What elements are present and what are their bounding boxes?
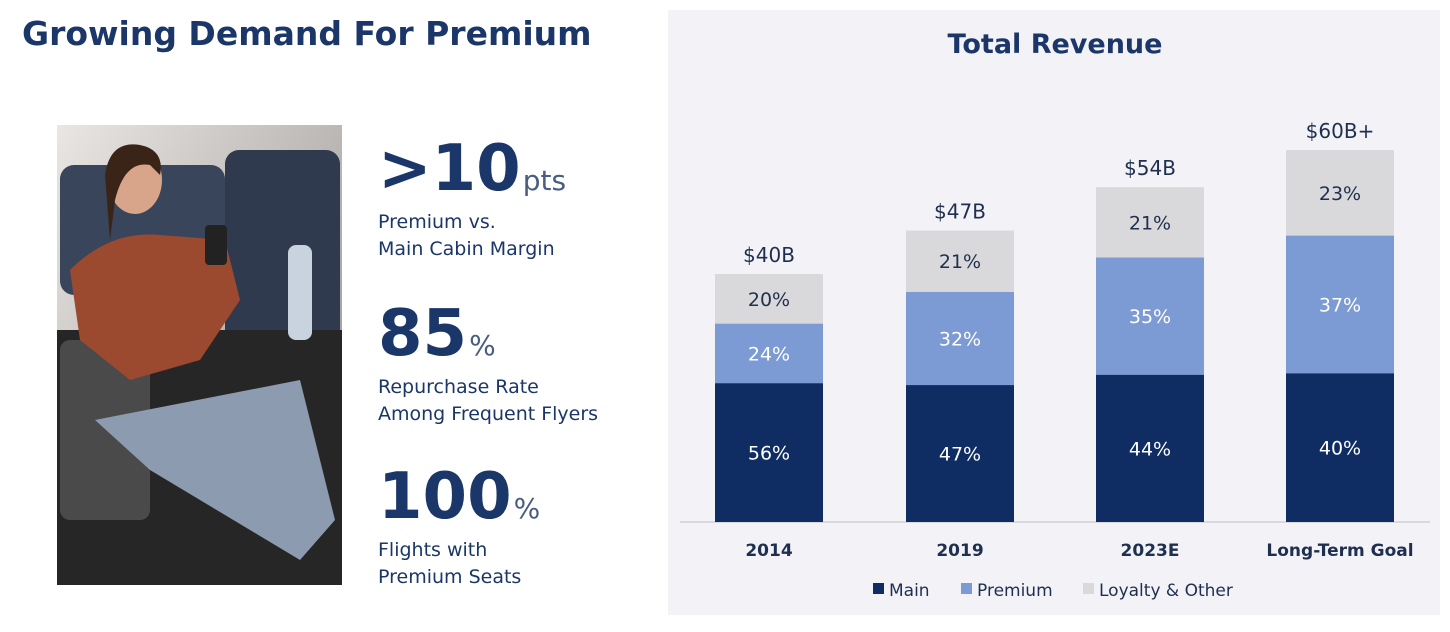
stat-unit: %: [469, 329, 496, 362]
segment-label: 44%: [1129, 438, 1171, 460]
bar-segment: [715, 323, 823, 384]
stat-figure: >10pts: [378, 132, 566, 206]
segment-label: 21%: [1129, 212, 1171, 234]
legend-swatch: [1083, 583, 1094, 594]
stat-unit: %: [514, 492, 541, 525]
stat-unit: pts: [523, 164, 566, 197]
segment-label: 23%: [1319, 183, 1361, 205]
legend-label: Loyalty & Other: [1099, 581, 1233, 601]
stats: >10pts Premium vs. Main Cabin Margin 85% Rep…: [378, 132, 598, 588]
segment-label: 32%: [939, 328, 981, 350]
segment-label: 40%: [1319, 438, 1361, 460]
bar-segment: [1286, 150, 1394, 236]
stat-caption: Premium Seats: [378, 566, 521, 588]
total-label: $54B: [1124, 156, 1176, 180]
photo: [57, 125, 342, 585]
stat-caption: Premium vs.: [378, 211, 496, 233]
segment-label: 47%: [939, 444, 981, 466]
bar-segment: [1096, 187, 1204, 258]
stat-value: 100: [378, 460, 512, 534]
bar-segment: [1096, 257, 1204, 375]
x-tick-label: 2014: [745, 541, 792, 561]
segment-label: 37%: [1319, 294, 1361, 316]
x-tick-label: 2019: [936, 541, 983, 561]
bar-segment: [715, 274, 823, 324]
stat-caption: Main Cabin Margin: [378, 238, 555, 260]
segment-label: 20%: [748, 289, 790, 311]
bar-segment: [906, 230, 1014, 292]
legend-swatch: [873, 583, 884, 594]
bar-segment: [1286, 373, 1394, 522]
bar-segment: [1286, 235, 1394, 374]
stat-caption: Repurchase Rate: [378, 376, 539, 398]
total-label: $60B+: [1306, 119, 1375, 143]
bar-segment: [906, 291, 1014, 386]
legend-swatch: [961, 583, 972, 594]
stat-figure: 85%: [378, 297, 496, 371]
total-label: $40B: [743, 243, 795, 267]
segment-label: 35%: [1129, 306, 1171, 328]
legend-label: Premium: [977, 581, 1053, 601]
stat-caption: Flights with: [378, 539, 487, 561]
total-label: $47B: [934, 200, 986, 224]
segment-label: 24%: [748, 343, 790, 365]
stat-value: >10: [378, 132, 521, 206]
stat-figure: 100%: [378, 460, 540, 534]
segment-label: 56%: [748, 443, 790, 465]
bar-segment: [715, 383, 823, 522]
chart-title: Total Revenue: [948, 29, 1163, 60]
x-tick-label: 2023E: [1121, 541, 1180, 561]
bar-segment: [906, 385, 1014, 522]
stat-caption: Among Frequent Flyers: [378, 403, 598, 425]
slide-title: Growing Demand For Premium: [22, 14, 592, 53]
chart: 56% 24% 20% $40B 2014 47% 32% 21% $47B 2019 44% 35%…: [715, 119, 1414, 601]
x-tick-label: Long-Term Goal: [1266, 541, 1413, 561]
segment-label: 21%: [939, 251, 981, 273]
stat-value: 85: [378, 297, 467, 371]
legend-label: Main: [889, 581, 930, 601]
bar-segment: [1096, 374, 1204, 522]
